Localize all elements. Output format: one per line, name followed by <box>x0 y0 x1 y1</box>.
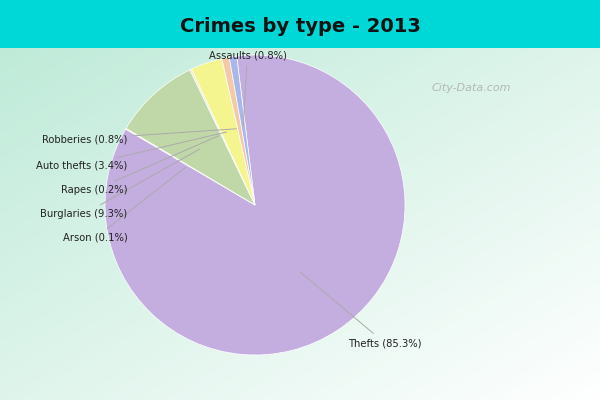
Wedge shape <box>229 56 255 205</box>
Text: Auto thefts (3.4%): Auto thefts (3.4%) <box>36 132 227 171</box>
Text: Crimes by type - 2013: Crimes by type - 2013 <box>179 16 421 36</box>
Text: Assaults (0.8%): Assaults (0.8%) <box>209 50 286 125</box>
Text: Thefts (85.3%): Thefts (85.3%) <box>300 272 421 348</box>
Wedge shape <box>126 70 255 205</box>
Text: Robberies (0.8%): Robberies (0.8%) <box>42 129 236 144</box>
Text: City-Data.com: City-Data.com <box>432 83 511 93</box>
Wedge shape <box>191 59 255 205</box>
Text: Burglaries (9.3%): Burglaries (9.3%) <box>40 149 200 219</box>
Text: Arson (0.1%): Arson (0.1%) <box>63 168 185 243</box>
Wedge shape <box>222 57 255 205</box>
Wedge shape <box>190 69 255 205</box>
Wedge shape <box>125 128 255 205</box>
Wedge shape <box>105 55 405 355</box>
Text: Rapes (0.2%): Rapes (0.2%) <box>61 136 218 195</box>
